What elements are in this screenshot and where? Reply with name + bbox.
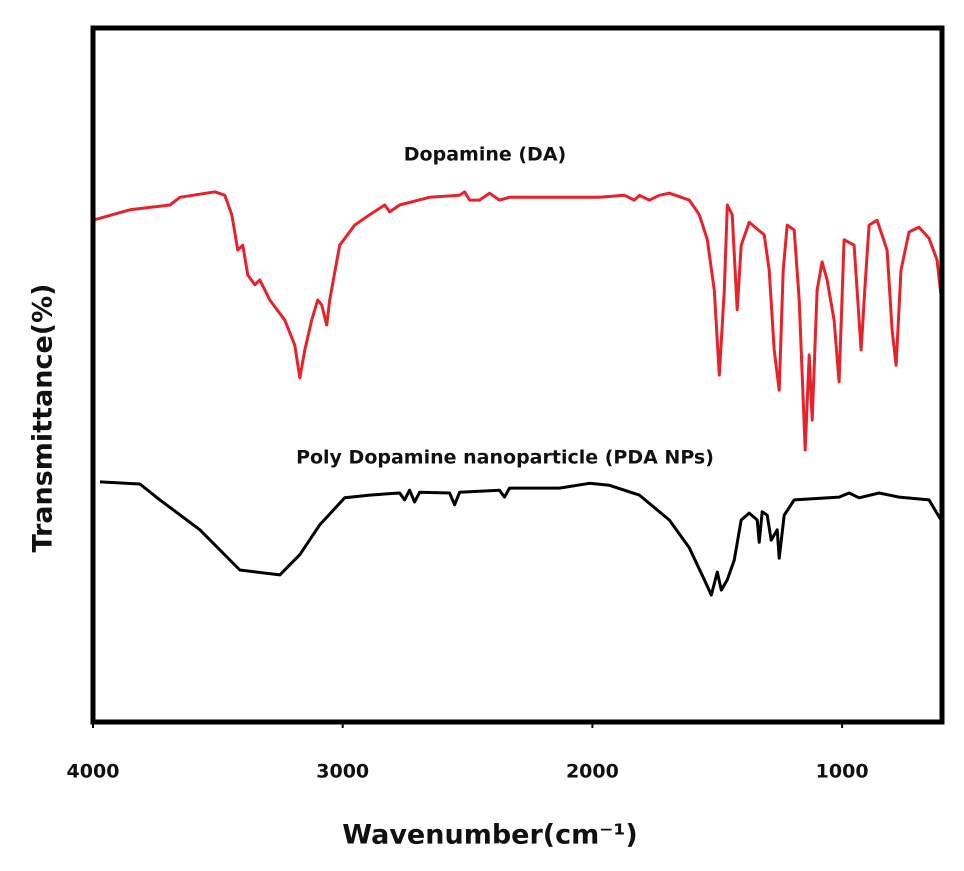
- x-tick-label: 1000: [816, 761, 869, 783]
- x-tick-label: 2000: [566, 761, 619, 783]
- series-label: Dopamine (DA): [404, 144, 566, 166]
- series-label: Poly Dopamine nanoparticle (PDA NPs): [296, 447, 714, 469]
- x-tick-label: 3000: [316, 761, 369, 783]
- series-line: [92, 190, 943, 452]
- series-line: [99, 480, 943, 597]
- x-tick-label: 4000: [67, 761, 120, 783]
- plot-frame: [90, 25, 945, 725]
- x-axis-label: Wavenumber(cm⁻¹): [342, 820, 637, 851]
- y-axis-label: Transmittance(%): [28, 284, 59, 553]
